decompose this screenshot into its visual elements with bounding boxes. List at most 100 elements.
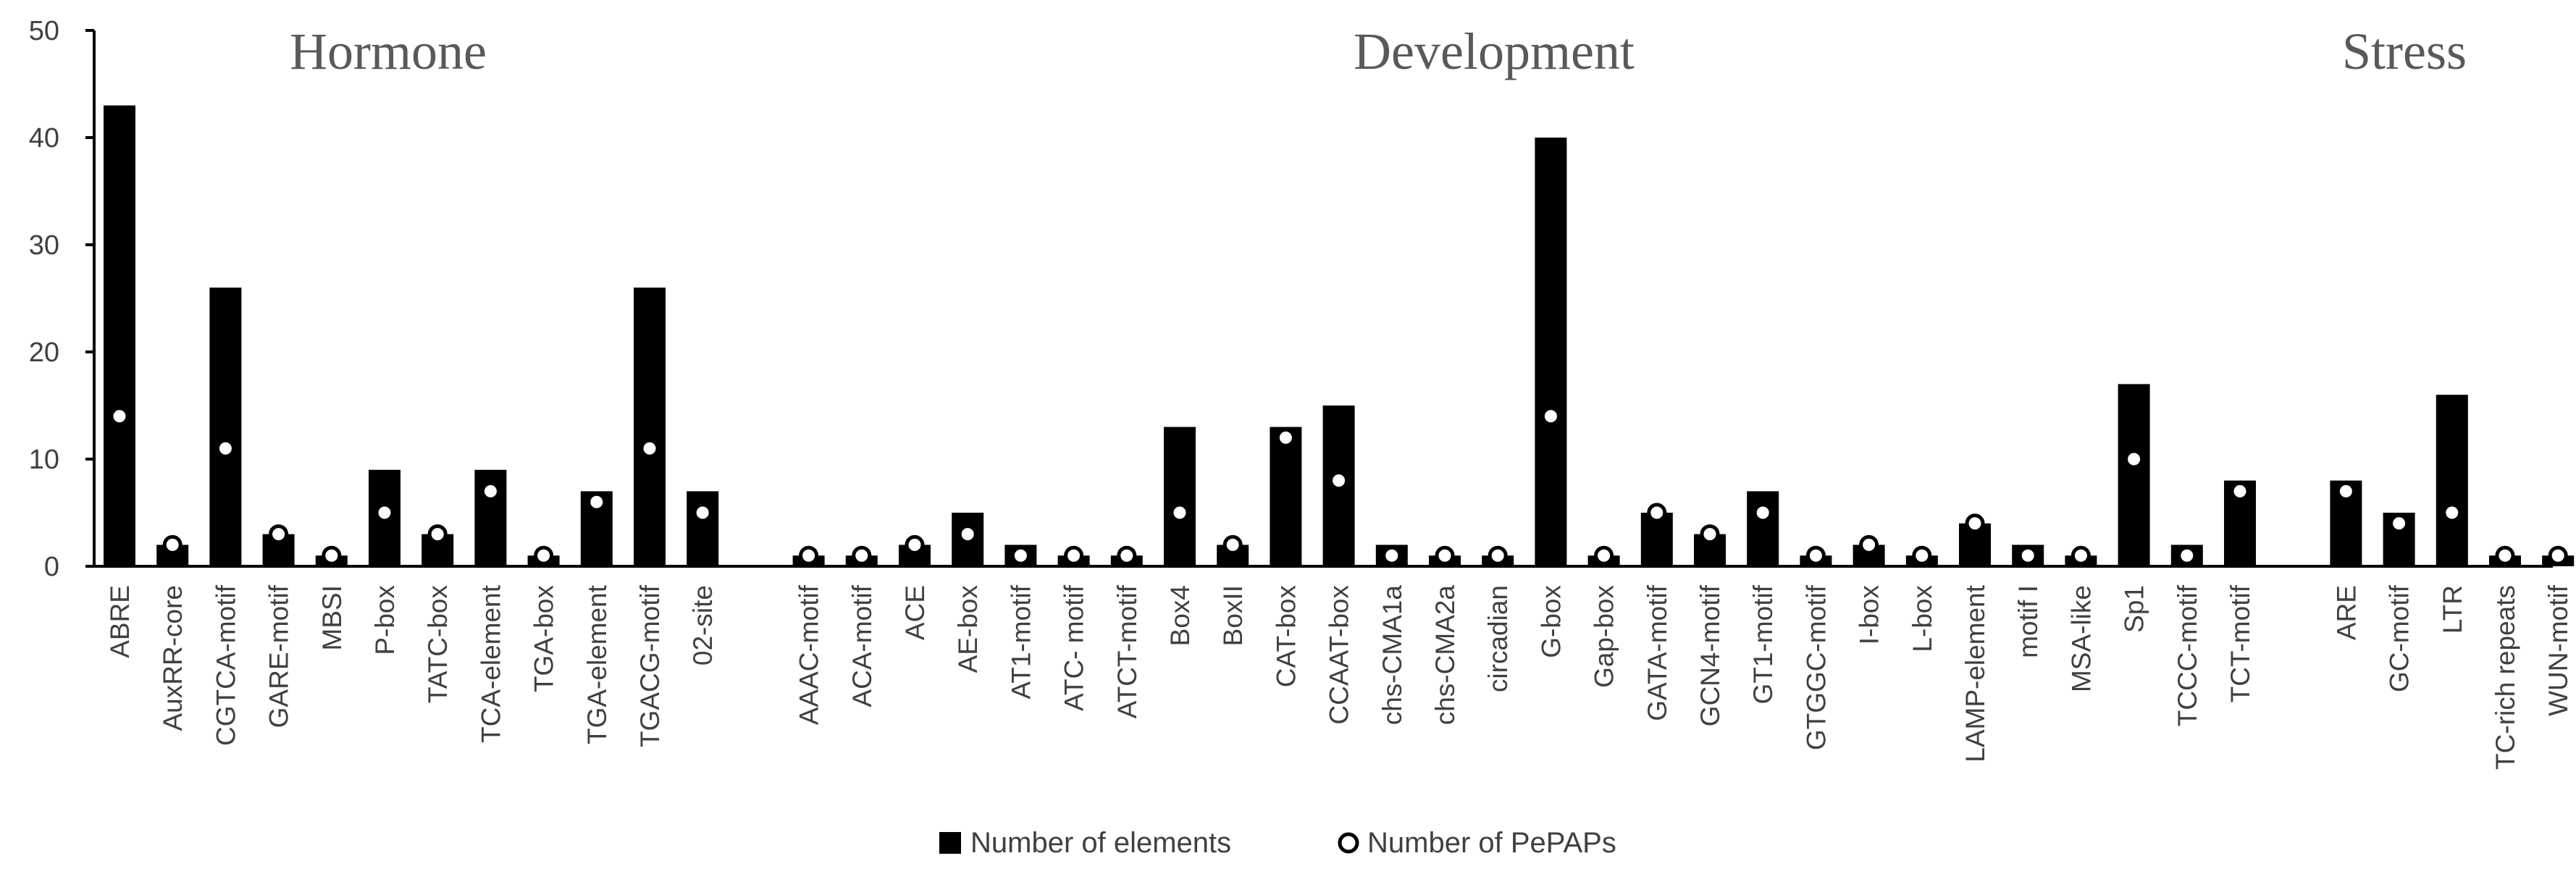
pepap-point <box>162 534 182 555</box>
bar <box>687 491 719 566</box>
pepap-point <box>480 481 500 501</box>
pepap-point <box>905 534 925 555</box>
x-tick-label: CCAAT-box <box>1325 585 1354 725</box>
group-title: Development <box>1354 22 1635 80</box>
pepap-point <box>427 524 448 545</box>
x-tick-label: TGA-box <box>529 585 559 693</box>
x-tick-label: TCT-motif <box>2225 584 2255 702</box>
pepap-point <box>269 524 289 545</box>
x-tick-label: WUN-motif <box>2543 584 2573 716</box>
x-tick-label: Box4 <box>1165 585 1195 646</box>
pepap-point <box>1329 471 1349 491</box>
legend: Number of elements Number of PePAPs <box>939 827 1616 859</box>
pepap-point <box>2548 545 2568 566</box>
legend-swatch-elements <box>939 832 961 854</box>
x-tick-label: ARE <box>2331 585 2361 640</box>
y-tick-label: 40 <box>29 123 59 154</box>
x-tick-label: ACE <box>900 585 930 640</box>
x-tick-label: LTR <box>2438 585 2467 634</box>
pepap-point <box>692 503 713 523</box>
pepap-point <box>322 545 342 566</box>
pepap-point <box>852 545 872 566</box>
pepap-point <box>2071 545 2091 566</box>
pepap-point <box>1382 545 1402 566</box>
x-tick-label: TC-rich repeats <box>2491 585 2520 770</box>
pepap-point <box>1275 427 1296 448</box>
bar <box>2436 395 2468 566</box>
x-tick-label: P-box <box>370 585 400 655</box>
y-tick-label: 20 <box>29 337 59 368</box>
x-tick-label: TGACG-motif <box>635 584 665 747</box>
x-tick-label: G-box <box>1536 585 1566 658</box>
pepap-point <box>2177 545 2197 566</box>
bar <box>104 105 135 567</box>
x-tick-label: CAT-box <box>1271 585 1301 688</box>
x-tick-label: chs-CMA2a <box>1430 585 1460 726</box>
group-title: Stress <box>2342 22 2467 80</box>
x-tick-label: TCCC-motif <box>2173 584 2202 726</box>
pepap-point <box>1700 524 1720 545</box>
bar <box>1747 491 1779 566</box>
x-tick-label: GARE-motif <box>264 584 294 728</box>
x-tick-label: CGTCA-motif <box>211 584 240 746</box>
pepap-point <box>1064 545 1084 566</box>
pepap-point <box>1170 503 1190 523</box>
legend-label-pepaps: Number of PePAPs <box>1367 827 1616 859</box>
pepap-point <box>1117 545 1137 566</box>
y-tick-label: 50 <box>29 16 59 46</box>
x-tick-label: TATC-box <box>423 585 453 704</box>
x-tick-label: MBSI <box>317 585 347 650</box>
pepap-point <box>534 545 554 566</box>
pepap-point <box>1594 545 1614 566</box>
category-labels: ABRE AuxRR-core CGTCA-motif GARE-motif MBSI P… <box>105 584 2573 770</box>
x-tick-label: TGA-element <box>582 584 612 744</box>
bar <box>2118 384 2150 566</box>
pepap-point <box>2336 481 2356 501</box>
pepap-point <box>957 524 978 545</box>
group-title: Hormone <box>290 22 487 80</box>
x-tick-label: Gap-box <box>1590 585 1619 688</box>
x-tick-label: 02-site <box>688 585 718 665</box>
x-tick-label: ATC- motif <box>1060 584 1089 711</box>
pepap-point <box>374 503 395 523</box>
pepap-point <box>2389 513 2409 534</box>
x-tick-label: Sp1 <box>2120 585 2149 633</box>
legend-label-elements: Number of elements <box>970 827 1231 859</box>
pepap-point <box>639 438 660 458</box>
x-tick-label: AuxRR-core <box>158 585 188 731</box>
x-tick-label: MSA-like <box>2066 585 2096 692</box>
x-tick-label: AE-box <box>953 585 983 673</box>
x-tick-label: AT1-motif <box>1006 584 1036 699</box>
x-tick-label: GCN4-motif <box>1695 584 1725 726</box>
pepap-point <box>2442 503 2462 523</box>
pepap-point <box>2230 481 2250 501</box>
x-tick-label: GT1-motif <box>1748 584 1778 704</box>
markers-layer <box>109 406 2568 566</box>
pepap-point <box>1805 545 1826 566</box>
bars-layer <box>104 105 2575 567</box>
pepap-point <box>799 545 819 566</box>
bar <box>1164 427 1196 566</box>
pepap-point <box>1435 545 1455 566</box>
pepap-point <box>1222 534 1243 555</box>
pepap-point <box>1912 545 1932 566</box>
x-tick-label: GTGGC-motif <box>1801 584 1831 750</box>
x-tick-label: TCA-element <box>476 584 505 743</box>
bar <box>1270 427 1302 566</box>
y-tick-label: 0 <box>44 552 59 582</box>
x-tick-label: BoxII <box>1218 585 1248 646</box>
x-tick-label: L-box <box>1908 585 1937 652</box>
x-tick-label: ABRE <box>105 585 135 658</box>
x-tick-label: I-box <box>1855 585 1884 645</box>
pepap-point <box>1488 545 1508 566</box>
pepap-point <box>2124 449 2144 469</box>
pepap-point <box>1010 545 1031 566</box>
x-tick-label: chs-CMA1a <box>1377 585 1407 726</box>
x-tick-label: AAAC-motif <box>794 584 824 725</box>
pepap-point <box>1647 503 1667 523</box>
pepap-point <box>587 492 607 512</box>
y-tick-label: 10 <box>29 445 59 475</box>
bar <box>634 287 666 566</box>
bar <box>1535 138 1567 566</box>
